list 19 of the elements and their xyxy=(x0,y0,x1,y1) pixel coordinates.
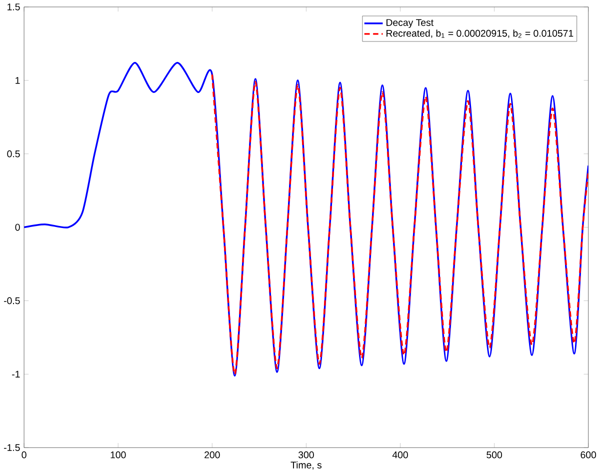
x-tick-label: 600 xyxy=(580,451,596,458)
y-tick-label: 1.5 xyxy=(8,3,20,10)
y-tick-label: 1 xyxy=(16,76,20,84)
legend-label: Recreated, b$_{1}$ = 0.00020915, b$_{2}$ = 0.010571 xyxy=(386,30,574,38)
x-tick-label: 200 xyxy=(204,451,220,458)
x-tick-label: 0 xyxy=(22,451,26,458)
y-tick-label: 0.5 xyxy=(7,150,20,158)
x-tick-label: 300 xyxy=(298,451,314,458)
legend-label: Decay Test xyxy=(386,19,434,28)
y-tick-label: 0 xyxy=(15,224,20,231)
x-axis-title: Time, s xyxy=(290,461,322,470)
line-series xyxy=(24,62,588,376)
line-series xyxy=(211,74,588,375)
x-tick-label: 500 xyxy=(486,451,502,458)
y-tick-label: -0.5 xyxy=(4,297,20,304)
x-tick-label: 400 xyxy=(392,451,408,458)
y-tick-label: -1.5 xyxy=(4,444,20,451)
y-tick-label: -1 xyxy=(12,370,20,378)
x-tick-label: 100 xyxy=(110,451,126,458)
